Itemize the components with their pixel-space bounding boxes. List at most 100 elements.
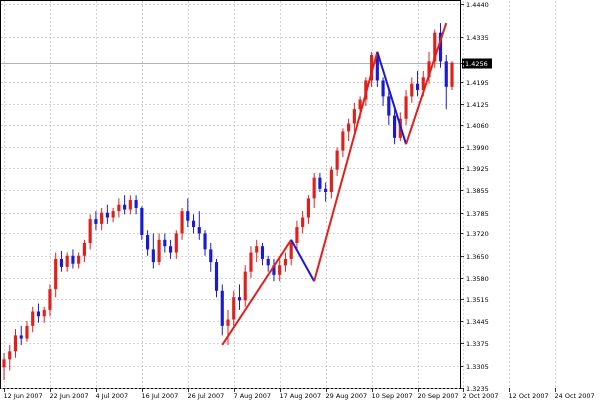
candle-up — [117, 204, 121, 212]
candle-up — [8, 351, 12, 360]
candle-down — [140, 207, 144, 236]
candle-up — [255, 246, 259, 253]
candle-up — [410, 83, 414, 97]
candle-up — [352, 109, 356, 124]
candle-up — [174, 233, 178, 253]
y-tick-label: 1.3580 — [466, 275, 489, 283]
candle-up — [427, 61, 431, 78]
candle-down — [444, 61, 448, 87]
candle-up — [347, 123, 351, 132]
candle-up — [100, 212, 104, 224]
y-tick-label: 1.3785 — [466, 210, 489, 218]
candle-down — [209, 249, 213, 263]
y-tick-label: 1.3515 — [466, 296, 489, 304]
y-tick-label: 1.3990 — [466, 144, 489, 152]
candle-down — [59, 258, 64, 267]
candle-down — [387, 96, 391, 116]
candle-down — [94, 219, 98, 224]
candle-up — [2, 359, 6, 368]
candle-down — [197, 227, 201, 234]
candle-down — [203, 233, 207, 250]
candle-down — [392, 115, 397, 138]
candle-down — [134, 199, 138, 208]
candle-up — [157, 239, 161, 263]
y-tick-label: 1.3650 — [466, 253, 489, 261]
plot-area — [0, 0, 461, 389]
candle-up — [295, 227, 299, 244]
candle-up — [421, 77, 425, 91]
x-tick-label: 24 Oct 2007 — [555, 392, 595, 400]
y-tick-label: 1.3305 — [466, 363, 489, 371]
candle-up — [283, 258, 288, 266]
y-tick-label: 1.4195 — [466, 79, 489, 87]
candle-up — [306, 198, 310, 218]
candle-up — [48, 289, 52, 310]
candle-up — [226, 319, 230, 326]
candle-down — [186, 211, 190, 221]
candle-down — [237, 297, 242, 301]
candle-down — [151, 249, 155, 263]
candle-down — [438, 32, 443, 62]
candle-up — [341, 131, 345, 151]
candle-up — [128, 199, 132, 210]
candle-down — [375, 54, 379, 81]
x-tick-label: 29 Aug 2007 — [326, 392, 368, 400]
candle-up — [180, 211, 184, 234]
candle-down — [318, 177, 322, 189]
x-tick-label: 17 Aug 2007 — [280, 392, 322, 400]
y-tick-label: 1.3375 — [466, 340, 489, 348]
candle-up — [404, 96, 408, 119]
candle-down — [381, 80, 385, 97]
x-tick-label: 26 Jul 2007 — [188, 392, 225, 400]
candle-down — [324, 188, 328, 193]
zigzag-down-segment — [290, 239, 316, 282]
candle-down — [220, 290, 224, 326]
x-tick-label: 22 Jun 2007 — [50, 392, 89, 400]
y-tick-label: 1.4060 — [466, 122, 489, 130]
candle-down — [123, 204, 127, 210]
zigzag-up-segment — [221, 239, 293, 346]
candle-up — [329, 169, 333, 193]
candle-up — [301, 217, 305, 228]
candle-up — [278, 265, 282, 275]
candle-up — [54, 258, 58, 290]
candle-up — [232, 297, 236, 320]
candle-down — [260, 246, 265, 259]
y-tick-label: 1.3925 — [466, 165, 489, 173]
zigzag-up-segment — [405, 22, 448, 145]
zigzag-up-segment — [313, 51, 379, 282]
current-price-tag — [462, 58, 492, 69]
candle-up — [249, 252, 253, 272]
candle-up — [42, 309, 46, 317]
candle-down — [214, 262, 219, 291]
candle-up — [13, 335, 18, 352]
candle-down — [71, 255, 75, 264]
candle-up — [77, 255, 81, 264]
x-tick-label: 12 Oct 2007 — [509, 392, 549, 400]
candle-down — [146, 235, 150, 250]
y-tick-label: 1.3235 — [466, 385, 489, 393]
candle-down — [19, 335, 23, 339]
candle-up — [65, 255, 69, 267]
candle-up — [111, 211, 115, 218]
x-tick-label: 2 Oct 2007 — [463, 392, 499, 400]
candle-down — [36, 311, 41, 317]
candle-down — [168, 246, 173, 253]
x-tick-label: 7 Aug 2007 — [234, 392, 272, 400]
x-tick-label: 4 Jul 2007 — [96, 392, 129, 400]
candle-up — [289, 243, 293, 259]
candle-down — [105, 212, 109, 218]
y-tick-label: 1.4440 — [466, 1, 489, 9]
x-tick-label: 16 Jul 2007 — [142, 392, 179, 400]
x-tick-label: 10 Sep 2007 — [372, 392, 413, 400]
candle-up — [25, 325, 29, 339]
candle-up — [88, 219, 92, 244]
x-tick-label: 12 Jun 2007 — [4, 392, 43, 400]
candle-up — [358, 99, 362, 110]
candle-down — [163, 239, 167, 247]
y-tick-label: 1.4335 — [466, 34, 489, 42]
y-tick-label: 1.3855 — [466, 187, 489, 195]
zigzag-down-segment — [376, 51, 408, 145]
y-tick-label: 1.3445 — [466, 318, 489, 326]
